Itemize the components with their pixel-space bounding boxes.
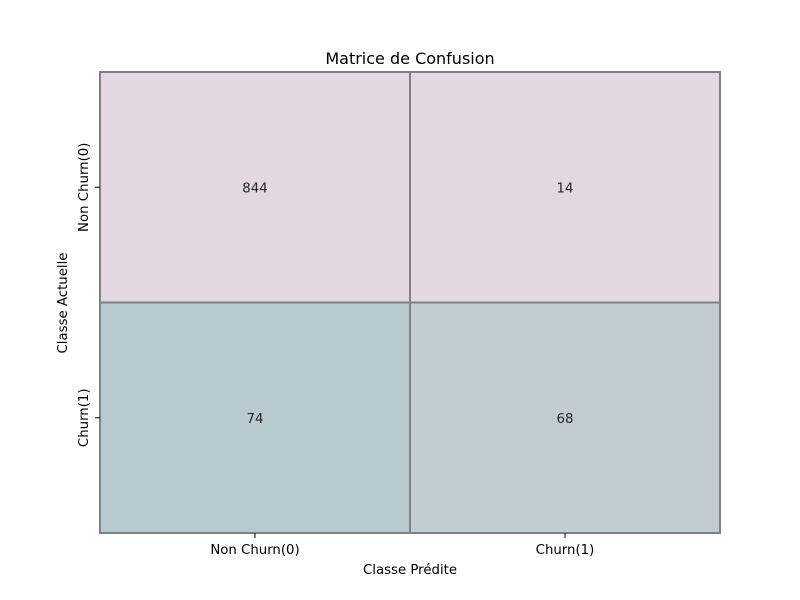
heatmap-cell	[409, 71, 721, 304]
chart-title: Matrice de Confusion	[325, 49, 494, 68]
heatmap-cells: 844 14 74 68	[99, 71, 721, 534]
cell-value-label: 74	[247, 412, 264, 427]
heatmap-cell	[409, 301, 721, 534]
x-tick-label: Non Churn(0)	[210, 543, 299, 558]
y-axis-label: Classe Actuelle	[56, 253, 71, 354]
cell-value-label: 844	[242, 181, 267, 196]
x-axis-label: Classe Prédite	[363, 562, 457, 578]
heatmap-cell	[99, 71, 411, 304]
cell-value-label: 68	[557, 412, 574, 427]
y-tick-label: Churn(1)	[77, 388, 92, 447]
cell-value-label: 14	[557, 181, 574, 196]
axis-ticks: Non Churn(0) Churn(1) Non Churn(0) Churn(1)	[77, 143, 594, 558]
y-tick-label: Non Churn(0)	[77, 143, 92, 232]
heatmap-cell	[99, 301, 411, 534]
x-tick-label: Churn(1)	[536, 543, 595, 558]
